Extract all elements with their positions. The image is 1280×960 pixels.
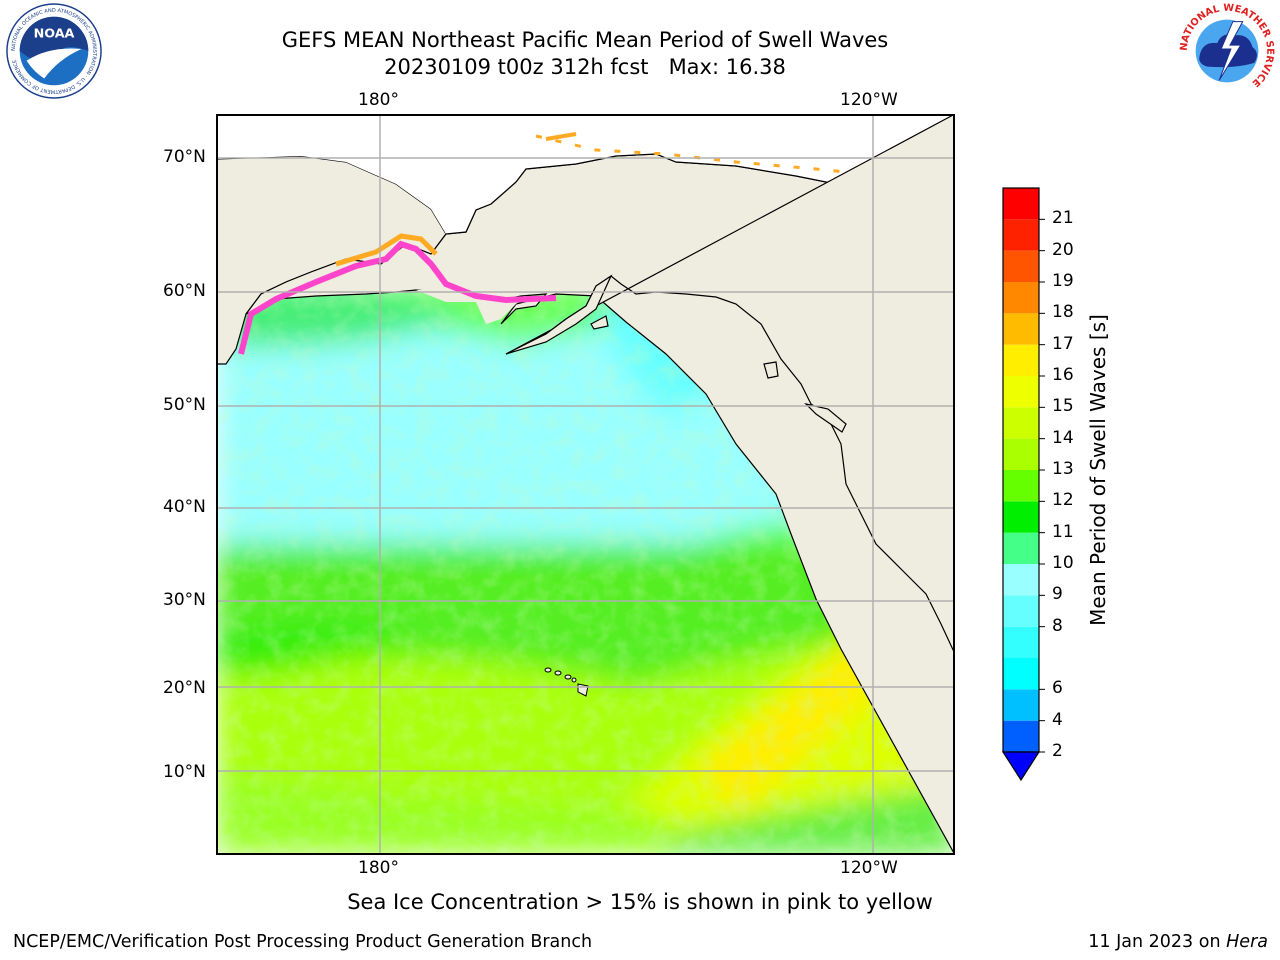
colorbar-label: 6 <box>1052 678 1063 699</box>
lon-tick-bottom-120w: 120°W <box>840 858 898 878</box>
lat-tick-70n: 70°N <box>163 147 206 167</box>
colorbar-box <box>1003 564 1039 596</box>
colorbar-box <box>1003 376 1039 408</box>
colorbar-box <box>1003 532 1039 564</box>
colorbar-label: 12 <box>1052 490 1074 511</box>
lat-tick-10n: 10°N <box>163 762 206 782</box>
lon-tick-top-120w: 120°W <box>840 90 898 110</box>
colorbar-label: 21 <box>1052 208 1074 229</box>
lon-tick-top-180: 180° <box>358 90 399 110</box>
colorbar-label: 17 <box>1052 333 1074 354</box>
chart-title: GEFS MEAN Northeast Pacific Mean Period … <box>281 28 889 52</box>
colorbar-box <box>1003 470 1039 502</box>
map-panel <box>216 114 955 855</box>
colorbar <box>1001 187 1045 782</box>
colorbar-box <box>1003 250 1039 282</box>
colorbar-box <box>1003 689 1039 721</box>
colorbar-box <box>1003 407 1039 439</box>
colorbar-label: 4 <box>1052 709 1063 730</box>
lat-tick-20n: 20°N <box>163 678 206 698</box>
map-frame <box>216 114 955 855</box>
lat-tick-60n: 60°N <box>163 281 206 301</box>
colorbar-label: 19 <box>1052 271 1074 291</box>
north-america-coast <box>505 114 955 655</box>
colorbar-label: 13 <box>1052 459 1074 479</box>
graticule <box>216 114 955 855</box>
footer-date: 11 Jan 2023 on Hera <box>1088 932 1268 952</box>
noaa-logo: NATIONAL OCEANIC AND ATMOSPHERIC ADMINIS… <box>6 3 102 99</box>
colorbar-label: 8 <box>1052 615 1063 636</box>
colorbar-box <box>1003 344 1039 376</box>
nws-logo: NATIONAL WEATHER SERVICE <box>1179 3 1275 99</box>
colorbar-box <box>1003 219 1039 251</box>
lat-tick-50n: 50°N <box>163 395 206 415</box>
colorbar-label: 18 <box>1052 302 1074 323</box>
colorbar-label: 14 <box>1052 427 1074 448</box>
max-value: Max: 16.38 <box>668 55 786 79</box>
colorbar-label: 16 <box>1052 365 1074 385</box>
lat-tick-30n: 30°N <box>163 590 206 610</box>
footer-host: Hera <box>1226 932 1268 952</box>
colorbar-extend-min <box>1001 751 1041 782</box>
colorbar-box <box>1003 313 1039 345</box>
colorbar-box <box>1003 438 1039 470</box>
colorbar-label: 11 <box>1052 521 1074 542</box>
sea-ice <box>238 132 917 355</box>
colorbar-label: 2 <box>1052 741 1063 761</box>
colorbar-box <box>1003 626 1039 658</box>
forecast-date: 20230109 t00z 312h fcst <box>384 55 649 79</box>
colorbar-box <box>1003 188 1039 220</box>
colorbar-boxes <box>1002 187 1045 753</box>
lon-tick-bottom-180: 180° <box>358 858 399 878</box>
sea-ice-caption: Sea Ice Concentration > 15% is shown in … <box>347 890 933 914</box>
colorbar-title: Mean Period of Swell Waves [s] <box>1086 314 1110 626</box>
footer-date-text: 11 Jan 2023 on <box>1088 932 1221 952</box>
colorbar-label: 9 <box>1052 584 1063 605</box>
noaa-text: NOAA <box>34 26 75 41</box>
footer-credit: NCEP/EMC/Verification Post Processing Pr… <box>13 932 593 952</box>
colorbar-label: 10 <box>1052 553 1074 573</box>
colorbar-box <box>1003 720 1039 752</box>
colorbar-box <box>1003 595 1039 627</box>
chart-subtitle: 20230109 t00z 312h fcst Max: 16.38 <box>0 54 1170 80</box>
lat-tick-40n: 40°N <box>163 497 206 517</box>
colorbar-box <box>1003 658 1039 690</box>
colorbar-box <box>1003 501 1039 533</box>
colorbar-label: 20 <box>1052 239 1074 260</box>
colorbar-box <box>1003 282 1039 314</box>
colorbar-label: 15 <box>1052 396 1074 417</box>
